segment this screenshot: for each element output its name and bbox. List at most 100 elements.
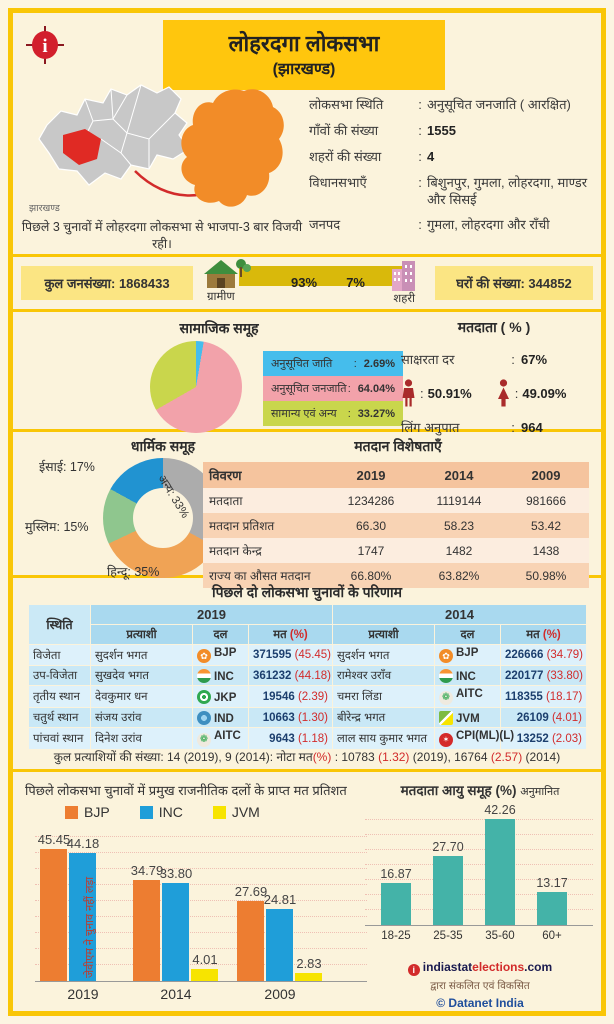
candidate-cell: देवकुमार धन	[90, 685, 193, 708]
turnout-cell: मतदाता	[203, 488, 327, 513]
turnout-col-header: 2014	[415, 462, 503, 488]
votes-number: 118355	[505, 690, 546, 703]
bar-value-label: 42.26	[484, 803, 516, 818]
fact-colon: :	[418, 122, 422, 138]
col-candidate: प्रत्याशी	[332, 624, 435, 645]
legend-value: 64.04%	[357, 382, 395, 395]
candidate-cell: लाल साय कुमार भगत	[332, 727, 435, 750]
bar-value-label: 24.81	[263, 892, 297, 908]
inc-symbol-icon	[439, 668, 453, 683]
gridline	[365, 834, 593, 835]
candidate-cell: बीरेन्द्र भगत	[332, 707, 435, 728]
age-chart-subtitle: अनुमानित	[520, 786, 560, 798]
legend-item: BJP	[65, 804, 110, 820]
fact-value: 4	[427, 148, 435, 164]
position-cell: तृतीय स्थान	[28, 685, 91, 708]
gridline	[365, 909, 593, 910]
social-groups-pie-chart	[150, 341, 242, 433]
age-chart-title: मतदाता आयु समूह (%) अनुमानित	[400, 783, 560, 798]
candidate-cell: चमरा लिंडा	[332, 685, 435, 708]
results-row: उप-विजेता सुखदेव भगत INC 361232 (44.18) रामे…	[28, 665, 587, 686]
turnout-col-header: विवरण	[203, 462, 327, 488]
results-row: चतुर्थ स्थान संजय उरांव IND 10663 (1.30) बीर…	[28, 707, 587, 728]
jvm-symbol-icon	[439, 710, 453, 725]
legend-swatch	[139, 805, 153, 819]
turnout-cell: 1438	[503, 538, 589, 563]
jvm-no-contest-annotation: जेवीएम ने चुनाव नहीं लड़ा	[84, 876, 96, 978]
svg-text:i: i	[42, 36, 47, 57]
city-buildings-icon	[391, 259, 417, 296]
gridline	[35, 868, 367, 869]
turnout-cell: 66.80%	[327, 563, 415, 588]
turnout-cell: राज्य का औसत मतदान	[203, 563, 327, 588]
fact-label: विधानसभाएँ	[309, 174, 367, 190]
candidate-cell: रामेश्वर उराँव	[332, 665, 435, 686]
votes-percent: (18.17)	[545, 690, 583, 703]
votes-number: 9643	[269, 732, 298, 745]
col-candidate: प्रत्याशी	[90, 624, 193, 645]
gridline	[35, 852, 367, 853]
votes-number: 10663	[262, 711, 298, 724]
votes-percent: (34.79)	[546, 649, 584, 661]
religious-groups-heading: धार्मिक समूह	[130, 438, 196, 454]
votes-percent: (2.39)	[297, 690, 328, 703]
page-title-box: लोहरदगा लोकसभा (झारखण्ड)	[163, 20, 445, 90]
turnout-row: मतदान केन्द्र 1747 1482 1438	[203, 538, 589, 563]
content-frame: i लोहरदगा लोकसभा (झारखण्ड) झारखण्ड पिछले…	[8, 8, 606, 1016]
votes-cell: 26109 (4.01)	[500, 707, 587, 728]
party-cell: INC	[192, 665, 249, 686]
social-groups-legend: अनुसूचित जाति:2.69% अनुसूचित जनजाति:64.04…	[263, 351, 403, 426]
fact-colon: :	[418, 217, 422, 233]
inc-bar-2019	[69, 852, 96, 981]
bar-value-label: 44.18	[66, 835, 100, 851]
votes-number: 220177	[505, 669, 547, 682]
legend-colon: :	[347, 382, 351, 395]
section-charts: पिछले लोकसभा चुनावों में प्रमुख राजनीतिक…	[13, 772, 601, 1010]
legend-value: 2.69%	[363, 357, 395, 370]
age-bar-35-60	[485, 819, 515, 925]
ind-symbol-icon	[197, 710, 211, 725]
votes-cell: 19546 (2.39)	[248, 685, 333, 708]
votes-percent: (45.45)	[294, 649, 332, 661]
bar-value-label: 13.17	[536, 876, 568, 891]
copyright-line: © Datanet India	[436, 996, 524, 1010]
literacy-label: साक्षरता दर	[401, 352, 455, 367]
col-party: दल	[434, 624, 501, 645]
bar-value-label: 33.80	[159, 865, 193, 881]
party-chart-title: पिछले लोकसभा चुनावों में प्रमुख राजनीतिक…	[25, 783, 347, 798]
constituency-location-maps	[38, 84, 284, 207]
legend-swatch	[212, 805, 226, 819]
candidate-cell: सुखदेव भगत	[90, 665, 193, 686]
turnout-cell: 50.98%	[503, 563, 589, 588]
col-party: दल	[192, 624, 249, 645]
aitc-symbol-icon: ❁	[197, 733, 211, 747]
fact-label: गाँवों की संख्या	[309, 122, 379, 138]
bjp-bar-2009	[237, 900, 264, 981]
section-social-groups: सामाजिक समूह अनुसूचित जाति:2.69% अनुसूचित…	[13, 312, 601, 435]
bar-value-label: 4.01	[192, 952, 218, 968]
x-axis-label: 25-35	[433, 930, 463, 942]
gridline	[365, 819, 593, 820]
legend-label: सामान्य एवं अन्य	[271, 408, 337, 420]
votes-cell: 118355 (18.17)	[500, 685, 587, 708]
constituency-facts-list: लोकसभा स्थिति: अनुसूचित जनजाति ( आरक्षित)…	[309, 97, 593, 243]
note-part: (2.57)	[490, 750, 523, 764]
gridline	[365, 894, 593, 895]
legend-label: BJP	[84, 804, 110, 820]
legend-label: INC	[158, 804, 183, 820]
votes-percent: (4.01)	[551, 711, 582, 724]
inc-symbol-icon	[197, 668, 211, 683]
fact-colon: :	[418, 148, 422, 164]
turnout-cell: 53.42	[503, 513, 589, 538]
legend-row: अनुसूचित जनजाति:64.04%	[263, 376, 403, 401]
votes-number: 13252	[516, 732, 552, 745]
votes-cell: 220177 (33.80)	[500, 665, 587, 686]
gridline	[35, 948, 367, 949]
turnout-col-header: 2009	[503, 462, 589, 488]
total-population-box: कुल जनसंख्या: 1868433	[21, 266, 193, 300]
bjp-bar-2014	[133, 880, 160, 981]
legend-swatch	[65, 805, 78, 819]
brand-line: i indiastatelections.com	[365, 960, 595, 976]
votes-percent: (2.03)	[551, 732, 582, 745]
legend-colon: :	[353, 357, 357, 370]
